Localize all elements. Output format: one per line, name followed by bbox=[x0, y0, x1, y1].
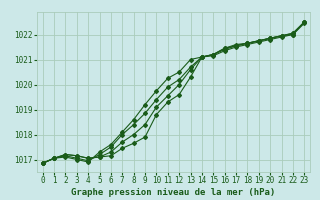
X-axis label: Graphe pression niveau de la mer (hPa): Graphe pression niveau de la mer (hPa) bbox=[71, 188, 276, 197]
